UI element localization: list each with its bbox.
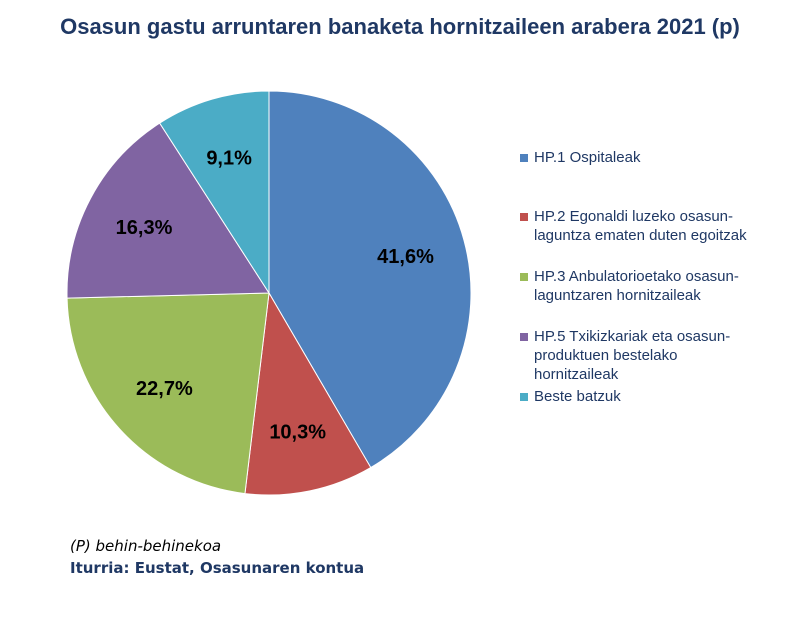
- provisional-note: (P) behin-behinekoa: [70, 537, 222, 555]
- pie-slice-beste: [159, 90, 270, 295]
- slice-label-hp3: 22,7%: [136, 378, 193, 400]
- legend-swatch-hp5: [520, 333, 528, 341]
- legend-item-hp2: HP.2 Egonaldi luzeko osasun- laguntza em…: [520, 207, 790, 245]
- pie-slice-hp5: [66, 122, 270, 299]
- legend-label-hp1: HP.1 Ospitaleak: [534, 149, 641, 166]
- legend-swatch-hp3: [520, 273, 528, 281]
- slice-label-beste: 9,1%: [206, 147, 252, 169]
- legend-item-beste: Beste batzuk: [520, 387, 790, 406]
- slice-label-hp1: 41,6%: [377, 246, 434, 268]
- legend-item-hp3: HP.3 Anbulatorioetako osasun- laguntzare…: [520, 267, 790, 305]
- legend-item-hp5: HP.5 Txikizkariak eta osasun- produktuen…: [520, 327, 790, 384]
- legend-swatch-hp2: [520, 213, 528, 221]
- pie-slice-hp1: [268, 90, 472, 469]
- legend-swatch-hp1: [520, 154, 528, 162]
- pie-slice-hp3: [66, 292, 270, 495]
- slice-label-hp5: 16,3%: [116, 217, 173, 239]
- legend-swatch-beste: [520, 393, 528, 401]
- legend-label-hp5: HP.5 Txikizkariak eta osasun- produktuen…: [534, 328, 731, 383]
- slice-label-hp2: 10,3%: [269, 421, 326, 443]
- legend-label-hp3: HP.3 Anbulatorioetako osasun- laguntzare…: [534, 268, 739, 304]
- source-text: Iturria: Eustat, Osasunaren kontua: [70, 559, 365, 577]
- chart-title: Osasun gastu arruntaren banaketa hornitz…: [60, 14, 740, 39]
- legend-item-hp1: HP.1 Ospitaleak: [520, 148, 790, 167]
- legend-label-beste: Beste batzuk: [534, 388, 621, 405]
- pie-slice-hp2: [244, 291, 372, 496]
- legend-label-hp2: HP.2 Egonaldi luzeko osasun- laguntza em…: [534, 208, 747, 244]
